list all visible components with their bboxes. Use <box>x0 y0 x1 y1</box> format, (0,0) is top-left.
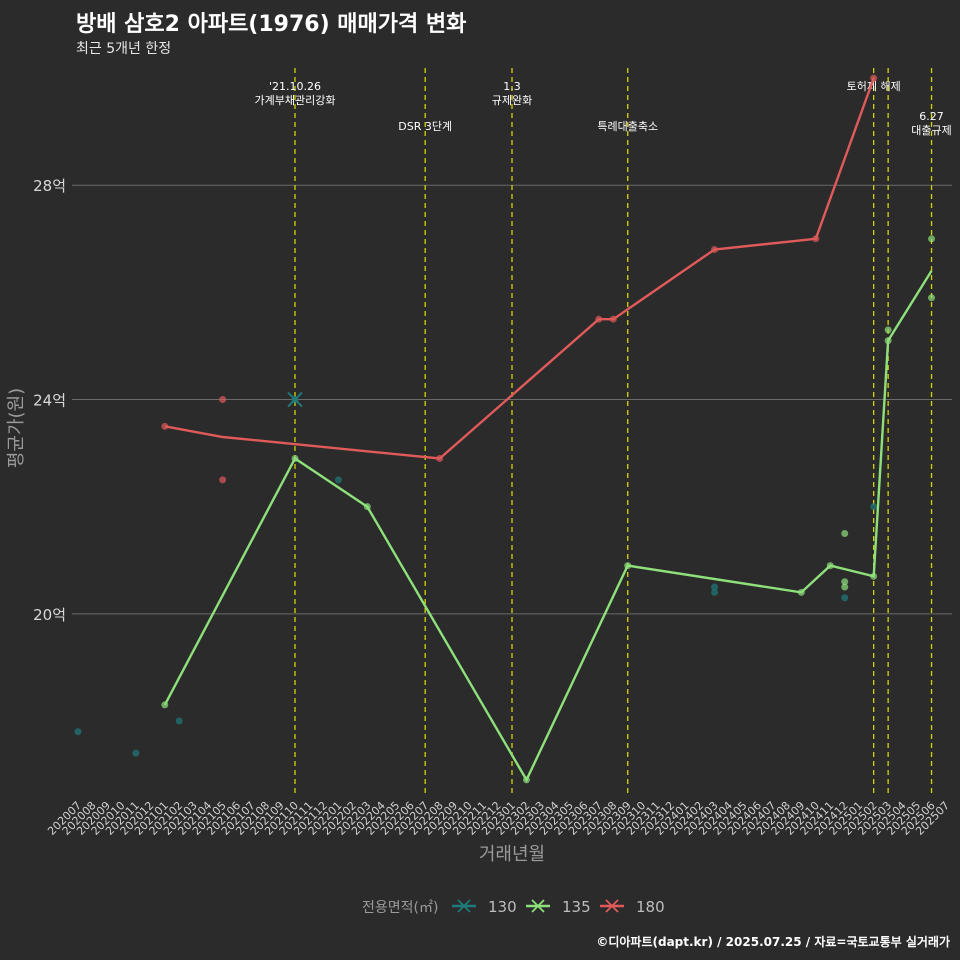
legend-swatch-cross <box>531 899 545 913</box>
x-axis-ticks: 2020072020082020092020102020112020122021… <box>45 799 952 838</box>
data-point-135 <box>841 578 849 586</box>
event-label: '21.10.26 가계부채관리강화 <box>255 80 336 107</box>
data-point-135 <box>884 326 892 334</box>
event-label: DSR 3단계 <box>398 120 452 133</box>
data-point-130 <box>711 588 719 596</box>
data-point-marker-130 <box>287 391 303 408</box>
event-label: 토허제 해제 <box>847 79 901 93</box>
data-point-130 <box>334 476 342 484</box>
source-caption: ©디아파트(dapt.kr) / 2025.07.25 / 자료=국토교통부 실… <box>596 935 950 949</box>
data-point-180 <box>219 476 227 484</box>
series-line-180 <box>164 77 875 460</box>
data-point-180 <box>219 396 227 404</box>
data-point-130 <box>711 583 719 591</box>
y-tick-label: 28억 <box>33 177 66 195</box>
chart-title: 방배 삼호2 아파트(1976) 매매가격 변화 <box>76 12 467 37</box>
data-point-135 <box>841 583 849 591</box>
y-axis-label: 평균가(원) <box>6 388 27 468</box>
series-line-135 <box>163 270 933 783</box>
series-layer <box>74 74 936 784</box>
data-point-130 <box>132 749 140 757</box>
event-label: 6.27 대출규제 <box>911 110 951 137</box>
legend-swatch-cross <box>605 899 619 913</box>
chart-subtitle: 최근 5개년 한정 <box>76 41 172 57</box>
legend-label: 180 <box>636 898 665 916</box>
data-point-130 <box>841 594 849 602</box>
data-point-130 <box>870 503 878 511</box>
event-label: 특례대출축소 <box>597 120 658 133</box>
data-point-135 <box>841 529 849 537</box>
legend-label: 135 <box>562 898 591 916</box>
data-point-130 <box>74 728 82 736</box>
legend-title: 전용면적(㎡) <box>362 900 438 916</box>
data-point-135 <box>928 235 936 243</box>
data-point-130 <box>175 717 183 725</box>
x-axis-label: 거래년월 <box>479 844 545 865</box>
legend-swatch-cross <box>457 899 471 913</box>
y-axis-ticks: 20억 24억 28억 <box>33 177 66 624</box>
legend-label: 130 <box>488 898 517 916</box>
data-point-135 <box>928 294 936 302</box>
event-label: 1.3 규제완화 <box>492 80 532 107</box>
y-tick-label: 20억 <box>33 606 66 624</box>
legend: 전용면적(㎡) 130 135 180 <box>362 898 665 916</box>
y-tick-label: 24억 <box>33 392 66 410</box>
